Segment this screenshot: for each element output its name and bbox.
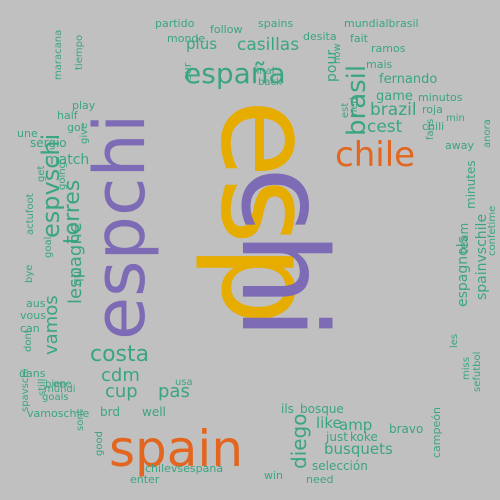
cloud-word: team	[457, 222, 471, 254]
cloud-word: match	[45, 152, 90, 168]
cloud-word: koke	[350, 430, 378, 444]
cloud-word: vamos	[41, 295, 62, 355]
cloud-word: good	[94, 431, 105, 456]
cloud-word: brazil	[370, 100, 417, 120]
cloud-word: monde	[167, 32, 206, 45]
cloud-word: maracana	[53, 29, 64, 80]
cloud-word: final	[253, 66, 275, 77]
cloud-word: like	[316, 414, 342, 432]
cloud-word: usa	[175, 377, 193, 388]
cloud-word: confetime	[487, 205, 498, 256]
cloud-word: sergio	[30, 136, 67, 150]
cloud-word: busquets	[324, 440, 393, 458]
cloud-word: get	[36, 165, 47, 182]
cloud-word: well	[142, 405, 166, 419]
cloud-word: une	[17, 127, 38, 140]
cloud-word: vamoschile	[27, 407, 90, 420]
cloud-word: chili	[422, 120, 445, 133]
cloud-word: game	[376, 89, 413, 104]
cloud-word: win	[264, 469, 284, 482]
cloud-word: españa	[184, 57, 286, 90]
cloud-word: roja	[422, 103, 443, 116]
cloud-word: bravo	[389, 422, 424, 436]
cloud-word: gol	[67, 121, 84, 134]
cloud-word: one	[53, 379, 72, 390]
cloud-word: sefutbol	[472, 351, 483, 392]
cloud-word: goals	[42, 392, 69, 403]
cloud-word: mundi	[44, 384, 76, 395]
cloud-word: campeón	[430, 407, 443, 458]
cloud-word: goal	[43, 236, 54, 258]
cloud-word: sont	[75, 409, 86, 431]
cloud-word: miss	[461, 357, 472, 380]
cloud-word: lespagne	[65, 222, 86, 304]
cloud-word: follow	[210, 23, 243, 36]
cloud-word: need	[306, 473, 334, 486]
cloud-word: selección	[312, 459, 368, 473]
cloud-word: mais	[366, 58, 393, 71]
cloud-word: cdm	[101, 365, 140, 386]
cloud-word: spains	[258, 17, 294, 30]
cloud-word: bien	[45, 379, 67, 390]
cloud-word: chi	[215, 167, 353, 340]
cloud-word: pas	[158, 381, 190, 402]
cloud-word: cup	[105, 381, 138, 402]
cloud-word: bosque	[300, 402, 344, 416]
cloud-word: still	[37, 378, 48, 396]
cloud-word: chilevsespana	[145, 462, 224, 475]
cloud-word: ils	[281, 402, 294, 416]
cloud-word: brd	[100, 405, 120, 419]
cloud-word: minutes	[464, 160, 478, 209]
cloud-word: now	[332, 43, 343, 64]
cloud-word: anora	[482, 119, 493, 148]
cloud-word: ned	[349, 97, 360, 116]
cloud-word: desita	[303, 30, 337, 43]
cloud-word: away	[445, 139, 474, 152]
cloud-word: les	[449, 333, 460, 348]
cloud-word: dans	[19, 367, 46, 380]
cloud-word: mundialbrasil	[344, 17, 419, 30]
cloud-word: actufoot	[25, 193, 36, 235]
cloud-word: min	[446, 113, 465, 124]
cloud-word: back	[258, 77, 282, 88]
cloud-word: fernando	[379, 72, 438, 87]
cloud-word: minutos	[418, 91, 463, 104]
cloud-word: spain	[109, 420, 244, 478]
cloud-word: just	[326, 430, 348, 444]
cloud-word: qui	[70, 267, 84, 286]
cloud-word: costa	[90, 342, 150, 367]
cloud-word: enter	[130, 473, 160, 486]
cloud-word: sur	[181, 62, 194, 80]
cloud-word: plus	[186, 35, 218, 53]
cloud-word: give	[79, 122, 90, 144]
cloud-word: cest	[367, 117, 403, 137]
cloud-word: bye	[24, 264, 35, 283]
cloud-word: dont	[23, 329, 34, 352]
cloud-word: play	[72, 99, 96, 112]
cloud-word: can	[20, 322, 40, 335]
cloud-word: diego	[287, 413, 311, 470]
cloud-word: aus	[26, 297, 46, 310]
cloud-word: spavschi	[20, 368, 31, 412]
cloud-word: espchi	[79, 113, 161, 340]
cloud-word: fait	[350, 32, 368, 45]
cloud-word: casillas	[237, 35, 300, 55]
cloud-word: ramos	[371, 42, 406, 55]
cloud-word: partido	[155, 17, 195, 30]
cloud-word: tiempo	[74, 34, 85, 70]
cloud-word: vous	[20, 309, 46, 322]
cloud-word: chile	[335, 135, 416, 175]
cloud-word: half	[57, 109, 78, 122]
cloud-word: going	[57, 162, 68, 190]
cloud-word: fans	[425, 118, 436, 140]
cloud-word: amp	[339, 416, 373, 434]
